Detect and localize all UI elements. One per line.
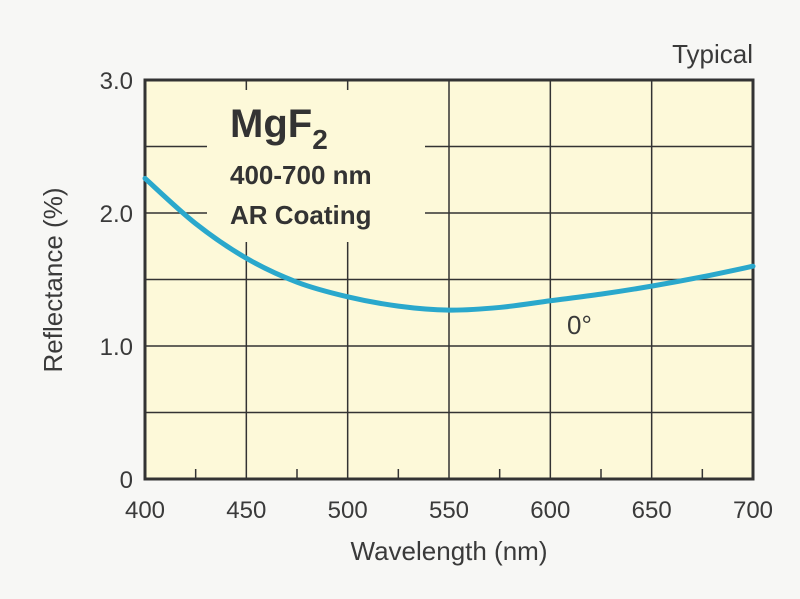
y-tick-label: 3.0 bbox=[100, 68, 133, 95]
x-tick-label: 550 bbox=[429, 497, 469, 524]
title-main: MgF bbox=[230, 102, 312, 146]
y-tick-label: 2.0 bbox=[100, 201, 133, 228]
series-line-0deg bbox=[142, 175, 756, 313]
subtitle-line-2: AR Coating bbox=[230, 200, 372, 230]
x-tick-label: 700 bbox=[733, 497, 773, 524]
series-label-0deg: 0° bbox=[567, 310, 592, 340]
plot-frame bbox=[143, 78, 755, 481]
x-tick-label: 600 bbox=[530, 497, 570, 524]
x-tick-label: 650 bbox=[632, 497, 672, 524]
title-subscript: 2 bbox=[312, 124, 328, 155]
chart-title: MgF2 bbox=[230, 102, 328, 155]
y-axis-label: Reflectance (%) bbox=[38, 188, 68, 373]
y-tick-label: 0 bbox=[120, 467, 133, 494]
minor-ticks bbox=[194, 469, 704, 479]
x-tick-label: 400 bbox=[125, 497, 165, 524]
annotation-mask bbox=[207, 90, 425, 242]
corner-note: Typical bbox=[672, 39, 753, 69]
subtitle-line-1: 400-700 nm bbox=[230, 160, 372, 190]
x-axis-label: Wavelength (nm) bbox=[351, 536, 548, 566]
x-tick-label: 450 bbox=[226, 497, 266, 524]
y-tick-label: 1.0 bbox=[100, 334, 133, 361]
x-tick-label: 500 bbox=[328, 497, 368, 524]
x-tick-labels: 400 450 500 550 600 650 700 bbox=[125, 497, 773, 524]
y-tick-labels: 0 1.0 2.0 3.0 bbox=[100, 68, 133, 494]
